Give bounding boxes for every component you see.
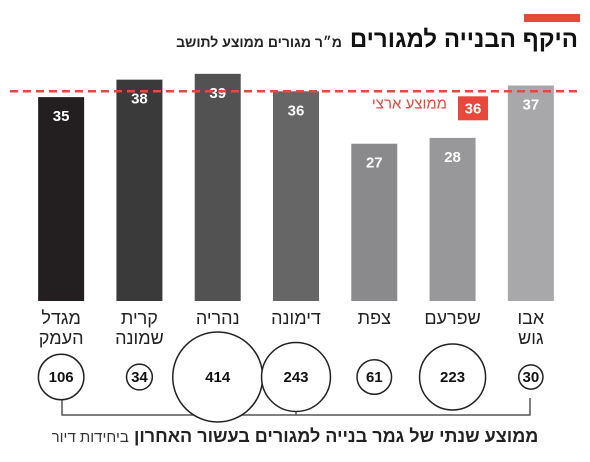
bubble [260,341,332,413]
bubble [356,358,393,396]
reference-value: 36 [465,100,482,117]
bubble-label: 61 [366,369,383,386]
bar [38,97,85,301]
chart-subtitle: מ״ר מגורים ממוצע לתושב [176,34,342,50]
reference-box [458,96,488,121]
category-label: צפת [357,308,391,328]
reference-label: ממוצע ארצי [372,95,447,112]
bar [429,137,476,301]
value-label: 39 [209,85,226,102]
bubble-label: 30 [523,369,540,386]
value-label: 28 [444,149,461,166]
bubble [518,364,544,390]
bar [273,91,319,301]
bubble [37,353,85,401]
bubble-label: 414 [205,369,231,386]
value-label: 27 [366,155,383,172]
header: היקף הבנייה למגורים מ״ר מגורים ממוצע לתו… [176,26,578,54]
bubble-label: 243 [283,369,308,386]
caption-unit: ביחידות דיור [51,429,129,446]
category-label: נהריה [195,308,240,328]
caption: ממוצע שנתי של גמר בנייה למגורים בעשור הא… [133,426,539,446]
bar [116,79,163,302]
bubble [418,343,487,411]
value-label: 36 [288,102,305,119]
category-label: אבו גוש [517,308,545,348]
value-label: 37 [523,96,540,113]
bubble-caption: ממוצע שנתי של גמר בנייה למגורים בעשור הא… [0,426,590,447]
decor-bar [524,14,580,22]
value-label: 35 [53,108,70,125]
category-label: שפרעם [424,308,481,328]
category-label: דימונה [271,308,321,328]
value-label: 38 [131,91,148,108]
bar [351,143,398,301]
bubble-label: 34 [131,369,148,386]
category-label: קרית שמונה [115,308,164,348]
category-label: מגדל העמק [38,308,84,348]
bubble-label: 223 [440,369,465,386]
bubble [125,363,154,391]
bubble-label: 106 [49,369,74,386]
chart-title: היקף הבנייה למגורים [349,26,578,53]
bar [194,73,241,301]
bar [507,85,554,301]
